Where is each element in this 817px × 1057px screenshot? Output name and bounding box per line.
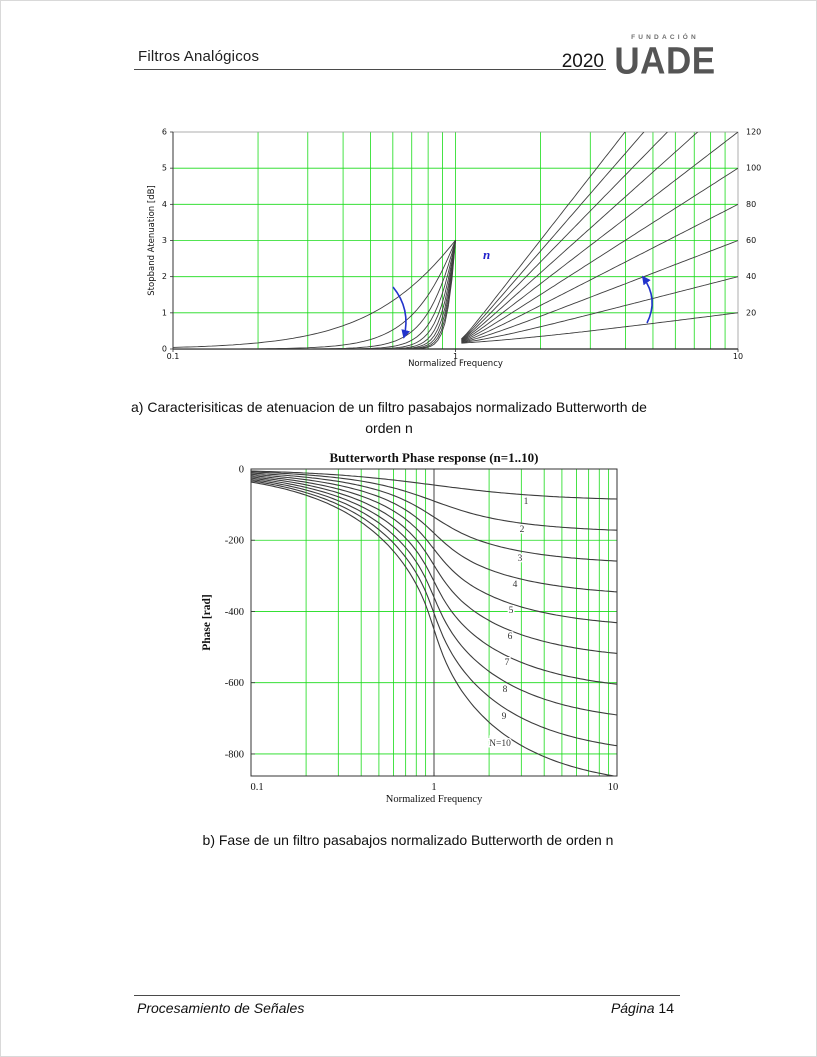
x-axis-label: Normalized Frequency (408, 359, 503, 369)
passband-curve-n7 (173, 240, 456, 349)
svg-text:4: 4 (513, 580, 518, 590)
stopband-curve-n2 (461, 276, 738, 344)
arrow-down-icon (392, 286, 410, 339)
stopband-curve-n1 (461, 312, 738, 344)
phase-curve-n3 (251, 472, 617, 562)
svg-text:60: 60 (746, 236, 756, 245)
svg-text:0.1: 0.1 (250, 782, 263, 793)
passband-curve-n2 (173, 239, 456, 349)
caption-b: b) Fase de un filtro pasabajos normaliza… (202, 832, 614, 848)
stopband-curve-n4 (461, 203, 738, 343)
footer-rule (134, 995, 680, 996)
svg-text:10: 10 (608, 782, 619, 793)
tick-labels: 0 1 2 3 4 5 6 20 40 60 80 100 120 0.1 1 10 (162, 128, 761, 362)
svg-text:1: 1 (162, 308, 167, 317)
svg-text:8: 8 (503, 685, 508, 695)
phase-curve-n5 (251, 475, 617, 624)
y-axis-label: Stopband Atenuation [dB] (147, 185, 157, 295)
phase-curve-n6 (251, 476, 617, 654)
passband-curve-n8 (173, 240, 456, 349)
svg-text:2: 2 (520, 525, 525, 535)
caption-a: a) Caracterisiticas de atenuacion de un … (129, 397, 649, 439)
attenuation-chart: 0 1 2 3 4 5 6 20 40 60 80 100 120 0.1 1 10 Normalized Fr… (147, 128, 761, 370)
svg-text:N=10: N=10 (489, 739, 511, 749)
svg-text:5: 5 (162, 164, 167, 173)
phase-curve-n8 (251, 478, 617, 716)
phase-curve-n4 (251, 473, 617, 593)
passband-curve-n10 (173, 240, 456, 349)
svg-text:0: 0 (239, 465, 244, 476)
svg-text:-400: -400 (225, 607, 244, 618)
curves (251, 470, 617, 776)
phase-curve-n1 (251, 470, 617, 500)
svg-text:2: 2 (162, 272, 167, 281)
logo-fundacion-text: FUNDACIÓN (631, 34, 699, 41)
svg-text:6: 6 (162, 128, 167, 137)
svg-text:80: 80 (746, 200, 756, 209)
header-year: 2020 (561, 51, 604, 72)
header-title: Filtros Analógicos (138, 48, 260, 65)
y-axis-label: Phase [rad] (201, 594, 213, 651)
svg-text:1: 1 (453, 352, 458, 361)
phase-curve-n10 (251, 481, 617, 776)
passband-curve-n6 (173, 240, 456, 349)
svg-text:-800: -800 (225, 749, 244, 760)
passband-curve-n1 (173, 239, 456, 348)
phase-curve-n7 (251, 477, 617, 685)
svg-text:100: 100 (746, 164, 761, 173)
stopband-curve-n3 (461, 240, 738, 343)
svg-text:0: 0 (162, 345, 167, 354)
stopband-curve-n5 (461, 167, 738, 342)
svg-text:3: 3 (162, 236, 167, 245)
stopband-curve-n6 (461, 132, 738, 342)
svg-text:1: 1 (431, 782, 436, 793)
svg-text:7: 7 (505, 658, 510, 668)
svg-text:10: 10 (733, 352, 743, 361)
phase-chart: 1 2 3 4 5 6 7 8 9 N=10 0 -200 -400 -600 -800 0.1 1 10 Butt… (201, 450, 618, 805)
footer-page-number: 14 (658, 1000, 674, 1016)
svg-text:1: 1 (524, 497, 529, 507)
svg-text:3: 3 (518, 554, 523, 564)
passband-curve-n3 (173, 239, 456, 349)
footer-course-title: Procesamiento de Señales (137, 1000, 305, 1016)
svg-text:9: 9 (502, 712, 507, 722)
chart-title: Butterworth Phase response (n=1..10) (329, 450, 538, 465)
footer-page-label: Página (610, 1000, 655, 1016)
uade-logo: FUNDACIÓN UADE (612, 34, 718, 82)
n-annotation: n (483, 247, 490, 262)
logo-uade-text: UADE (614, 39, 716, 82)
svg-text:0.1: 0.1 (167, 352, 180, 361)
tick-labels: 0 -200 -400 -600 -800 0.1 1 10 (225, 465, 619, 794)
svg-text:-600: -600 (225, 678, 244, 689)
svg-text:20: 20 (746, 308, 756, 317)
annotations: n (392, 247, 653, 339)
passband-curve-n4 (173, 240, 456, 349)
stopband-curve-n10 (461, 132, 626, 340)
curves (173, 132, 738, 349)
x-axis-label: Normalized Frequency (386, 794, 483, 805)
stopband-curve-n9 (461, 132, 645, 340)
passband-curve-n9 (173, 240, 456, 349)
arrow-up-icon (641, 275, 653, 324)
stopband-curve-n7 (461, 132, 699, 341)
phase-curve-n2 (251, 471, 617, 531)
svg-text:4: 4 (162, 200, 167, 209)
header-rule (134, 69, 606, 70)
footer-page: Página 14 (474, 1000, 674, 1016)
svg-text:6: 6 (508, 632, 513, 642)
stopband-curve-n8 (461, 132, 669, 341)
svg-text:5: 5 (509, 606, 514, 616)
passband-curve-n5 (173, 240, 456, 349)
curve-labels: 1 2 3 4 5 6 7 8 9 N=10 (488, 496, 530, 751)
svg-text:40: 40 (746, 272, 756, 281)
svg-text:120: 120 (746, 128, 761, 137)
svg-text:-200: -200 (225, 536, 244, 547)
phase-curve-n9 (251, 480, 617, 747)
caption-a-line1: a) Caracterisiticas de atenuacion de un … (131, 399, 647, 415)
caption-a-line2: orden n (365, 420, 413, 436)
